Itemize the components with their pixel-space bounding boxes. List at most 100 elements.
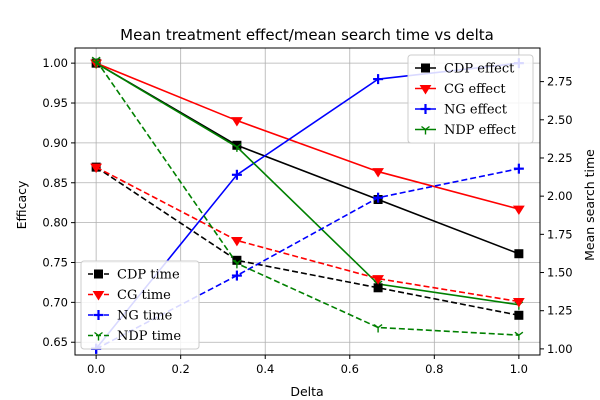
marker-tri-right [377,323,383,329]
legend-marker-ndp-time [94,331,103,341]
x-tick-label: 0.8 [425,362,443,376]
legend-label-cdp-time: CDP time [117,268,180,283]
data-point-ng-time [231,270,242,281]
y-tick-label: 0.80 [42,216,68,230]
data-point-cg-time [512,298,525,308]
series-line-ndp-time [95,59,519,336]
legend-marker-cg-effect [419,85,432,95]
legend-label-ng-time: NG time [117,309,173,324]
legend-lower: CDP time CG time NG time NDP time [80,260,200,350]
data-point-ng-time [373,192,384,203]
y-tick-label: 0.75 [42,256,68,270]
series-cg-time [90,163,525,308]
marker-tri-right [236,143,242,148]
legend-marker-cdp-effect [421,63,430,73]
legend-marker-ng-effect [420,104,431,114]
legend-label-cg-time: CG time [117,288,171,303]
y2-tick-label: 1.25 [547,304,573,318]
marker-tri-left [373,323,379,329]
y2-tick-label: 1.00 [547,342,573,356]
legend-entry-ndp-time: NDP time [88,329,181,344]
series-line-ng-time [95,167,520,350]
y-tick-label: 0.70 [42,295,68,309]
legend-marker-cdp-time [94,269,103,279]
marker-tri-left [94,331,99,337]
data-point-cg-time [90,163,103,174]
data-point-ndp-time [91,56,101,66]
y-axis-label: Efficacy [14,180,29,229]
data-point-ng-effect [231,169,242,180]
y2-tick-label: 2.75 [547,75,573,89]
series-line-cdp-time [95,166,520,317]
legend-entry-ndp-effect: NDP effect [415,123,517,138]
series-line-ndp-effect [95,62,519,306]
marker-tri-right [518,331,524,336]
data-point-ndp-time [373,323,383,333]
y-tick-label: 1.00 [42,56,68,70]
marker-tri-right [425,125,430,131]
axes: 0.0 0.2 0.4 0.6 0.8 1.0 0.65 0.70 0.75 0.80 0.85 0.… [42,56,572,376]
x-tick-label: 0.2 [172,362,190,376]
y2-tick-label: 1.50 [547,266,573,280]
data-point-ndp-effect [232,143,242,152]
legend-label-ng-effect: NG effect [444,103,508,118]
series-ndp-time [91,56,524,341]
legend-marker-ng-time [93,310,104,320]
y2-tick-label: 2.25 [547,151,573,165]
data-point-ng-time [513,163,524,174]
marker-tri-right [95,56,101,61]
y-tick-label: 0.85 [42,176,68,190]
data-point-cg-time [372,275,384,285]
plot-frame [74,47,541,356]
series-line-cg-effect [95,62,520,210]
legend-marker-ndp-effect [421,125,430,135]
data-point-cdp-time [373,283,383,293]
y2-tick-label: 2.00 [547,189,573,203]
data-point-cdp-time [514,310,524,320]
data-point-ng-effect [373,74,384,85]
x-tick-label: 0.0 [87,362,105,376]
x-tick-label: 0.6 [341,362,359,376]
marker-tri-left [232,143,238,148]
legend-entry-ng-effect: NG effect [415,103,508,118]
data-point-cg-time [231,236,243,247]
x-tick-label: 0.4 [256,362,274,376]
chart-title: Mean treatment effect/mean search time v… [120,26,494,44]
legend-label-cdp-effect: CDP effect [444,62,515,77]
data-point-cdp-effect [514,249,524,259]
legend-entry-cg-effect: CG effect [415,82,506,97]
legend-entry-cdp-effect: CDP effect [415,62,515,77]
legend-frame [407,54,534,144]
marker-tri-left [514,331,520,336]
series-layer [90,56,525,354]
y2-tick-label: 2.50 [547,113,573,127]
data-point-ndp-time [232,259,242,269]
legend-entry-cdp-time: CDP time [88,268,180,283]
y-tick-label: 0.90 [42,136,68,150]
data-point-cg-effect [372,168,384,178]
data-point-ndp-time [514,331,524,341]
y2-tick-label: 1.75 [547,227,573,241]
marker-tri-left [91,56,97,61]
legend-entry-cg-time: CG time [88,288,171,303]
legend-label-cg-effect: CG effect [444,82,506,97]
marker-tri-left [232,259,238,264]
x-axis-label: Delta [290,384,323,399]
x-tick-label: 1.0 [510,362,528,376]
legend-label-ndp-time: NDP time [117,329,181,344]
legend-marker-cg-time [92,291,105,301]
legend-label-ndp-effect: NDP effect [444,123,517,138]
marker-tri-right [98,331,103,337]
data-point-cg-effect [231,117,243,127]
y-tick-label: 0.65 [42,335,68,349]
legend-frame [80,260,200,350]
legend-entry-ng-time: NG time [88,309,173,324]
marker-tri-right [236,259,242,264]
y2-axis-label: Mean search time [582,149,597,261]
y-tick-label: 0.95 [42,96,68,110]
marker-tri-left [421,125,426,131]
legend-upper: CDP effect CG effect NG effect NDP effect [407,54,534,144]
data-point-cg-effect [512,205,525,216]
